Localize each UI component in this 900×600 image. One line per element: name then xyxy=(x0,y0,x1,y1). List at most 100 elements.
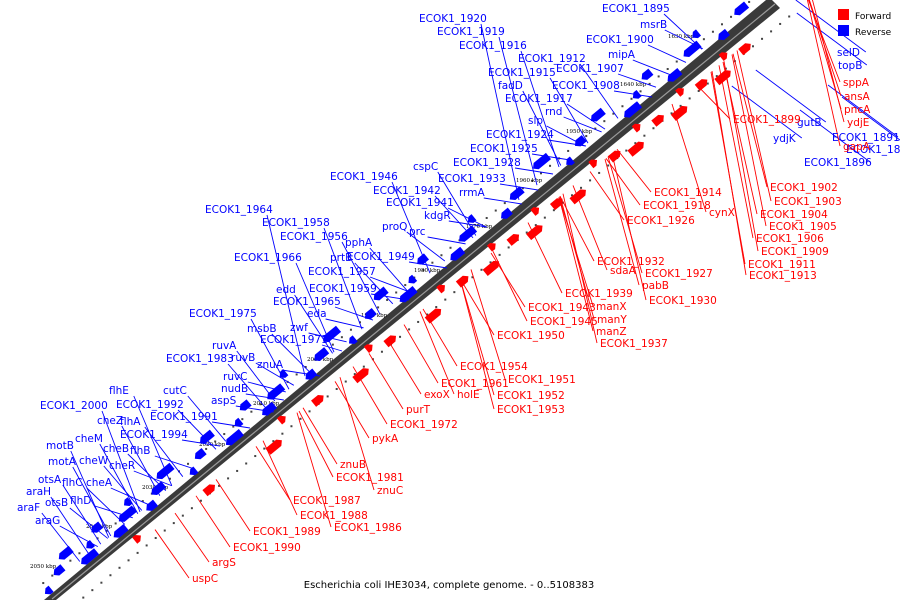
reverse-gene-label: flhD xyxy=(70,495,91,507)
genome-title: Escherichia coli IHE3034, complete genom… xyxy=(304,580,594,591)
reverse-leader-line xyxy=(101,410,141,513)
reverse-tick xyxy=(612,112,615,115)
forward-tick xyxy=(281,432,284,435)
reverse-gene-arrow xyxy=(533,152,552,170)
forward-leader-line xyxy=(562,193,598,344)
reverse-tick xyxy=(549,164,552,167)
forward-tick xyxy=(779,22,782,25)
forward-tick xyxy=(426,313,429,316)
forward-tick xyxy=(607,164,610,167)
reverse-gene-label: zwf xyxy=(290,322,308,334)
reverse-leader-line xyxy=(406,231,446,262)
reverse-leader-line xyxy=(447,207,487,228)
forward-gene-label: ECOK1_1943 xyxy=(528,302,596,314)
forward-leader-line xyxy=(723,61,759,252)
reverse-leader-line xyxy=(245,393,284,401)
reverse-tick xyxy=(503,202,506,205)
forward-tick xyxy=(127,559,130,562)
reverse-gene-label: kdgR xyxy=(424,210,451,222)
reverse-gene-arrow xyxy=(234,417,244,427)
reverse-tick xyxy=(521,187,524,190)
forward-tick xyxy=(218,484,221,487)
reverse-gene-arrow xyxy=(590,107,606,122)
reverse-gene-arrow xyxy=(323,325,342,343)
reverse-leader-line xyxy=(144,426,184,477)
forward-gene-label: cynX xyxy=(709,207,735,219)
reverse-tick xyxy=(223,433,226,436)
forward-gene-label: holE xyxy=(457,389,480,401)
reverse-leader-line xyxy=(354,262,394,305)
legend-forward-swatch xyxy=(838,9,849,20)
reverse-gene-label: cheR xyxy=(109,460,135,472)
kbp-scale-label: 1640 kbp xyxy=(620,82,647,88)
forward-leader-line xyxy=(808,0,842,110)
forward-gene-arrow xyxy=(352,368,369,384)
reverse-tick xyxy=(485,216,488,219)
reverse-tick xyxy=(666,67,669,70)
reverse-leader-line xyxy=(181,439,221,447)
reverse-leader-line xyxy=(255,362,295,386)
kbp-scale-label: 2050 kbp xyxy=(30,564,57,570)
reverse-tick xyxy=(675,60,678,63)
reverse-leader-line xyxy=(69,507,109,539)
forward-tick xyxy=(625,149,628,152)
forward-leader-line xyxy=(403,324,439,384)
reverse-gene-label: ECOK1_1992 xyxy=(116,399,184,411)
forward-gene-label: ECOK1_1961 xyxy=(441,378,509,390)
reverse-tick xyxy=(539,172,542,175)
forward-gene-label: znuB xyxy=(340,459,366,471)
reverse-leader-line xyxy=(62,484,102,545)
forward-gene-label: ECOK1_1990 xyxy=(233,542,301,554)
kbp-scale-label: 2010 kbp xyxy=(253,401,280,407)
reverse-tick xyxy=(51,574,54,577)
reverse-gene-label: ECOK1_1933 xyxy=(438,173,506,185)
forward-tick xyxy=(344,380,347,383)
reverse-leader-line xyxy=(566,103,606,130)
forward-tick xyxy=(580,186,583,189)
reverse-gene-label: ECOK1_1920 xyxy=(419,13,487,25)
reverse-gene-label: ECOK1_1957 xyxy=(308,266,376,278)
forward-tick xyxy=(688,97,691,100)
forward-gene-label: manY xyxy=(597,314,627,326)
forward-gene-arrow xyxy=(694,79,708,91)
reverse-gene-label: topB xyxy=(838,60,862,72)
reverse-gene-arrow xyxy=(86,539,95,549)
forward-gene-label: pykA xyxy=(372,433,399,445)
forward-tick xyxy=(444,298,447,301)
reverse-tick xyxy=(105,529,108,532)
reverse-leader-line xyxy=(498,36,538,186)
forward-tick xyxy=(308,410,311,413)
reverse-tick xyxy=(250,410,253,413)
forward-tick xyxy=(543,216,546,219)
reverse-gene-label: motA xyxy=(48,456,77,468)
genome-axis xyxy=(44,0,780,600)
forward-gene-arrow xyxy=(714,70,731,86)
forward-leader-line xyxy=(302,407,338,465)
forward-tick xyxy=(471,276,474,279)
reverse-gene-label: cheB xyxy=(103,443,129,455)
reverse-tick xyxy=(603,120,606,123)
reverse-leader-line xyxy=(321,344,343,352)
reverse-gene-label: ECOK1_1966 xyxy=(234,252,302,264)
reverse-leader-line xyxy=(103,465,143,511)
reverse-leader-line xyxy=(563,116,602,133)
forward-gene-arrow xyxy=(311,394,324,407)
forward-leader-line xyxy=(386,338,422,395)
reverse-gene-arrow xyxy=(718,28,731,41)
reverse-gene-label: araG xyxy=(35,515,60,527)
forward-tick xyxy=(417,320,420,323)
forward-leader-line xyxy=(711,70,747,276)
forward-gene-arrow xyxy=(607,150,621,163)
reverse-gene-arrow xyxy=(151,481,167,496)
forward-gene-label: gapA xyxy=(843,141,871,153)
reverse-tick xyxy=(404,284,407,287)
forward-gene-arrow xyxy=(588,159,598,169)
reverse-gene-arrow xyxy=(58,545,74,560)
reverse-tick xyxy=(358,321,361,324)
reverse-gene-label: flhC xyxy=(62,477,83,489)
forward-tick xyxy=(335,387,338,390)
reverse-gene-arrow xyxy=(314,347,330,361)
reverse-gene-label: ECOK1_1891 xyxy=(832,132,900,144)
reverse-gene-label: nudB xyxy=(221,383,248,395)
forward-tick xyxy=(679,104,682,107)
